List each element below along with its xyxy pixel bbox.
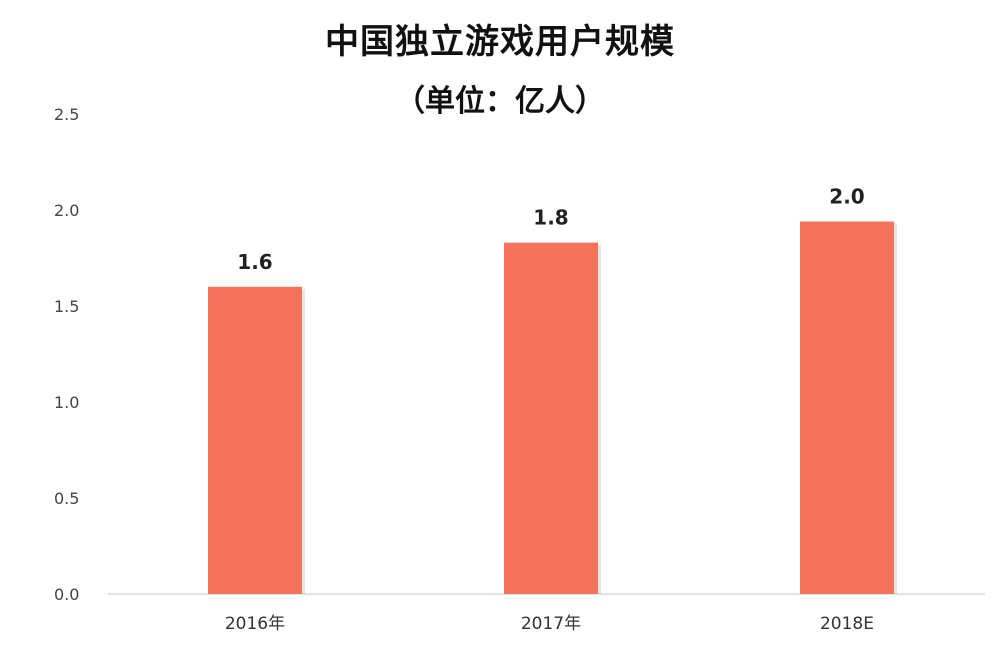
bars-group [208,221,897,594]
data-label-2: 1.8 [533,206,568,230]
x-category-label: 2018E [820,614,874,634]
y-tick-label: 2.5 [54,105,79,124]
x-axis: 2016年 2017年 2018E [225,614,874,634]
y-tick-label: 0.0 [54,585,79,604]
bar-1 [208,286,302,594]
x-category-label: 2016年 [225,614,285,634]
bar-2 [504,242,598,594]
y-axis: 0.0 0.5 1.0 1.5 2.0 2.5 [54,105,79,604]
chart-subtitle: （单位：亿人） [395,84,605,119]
y-tick-label: 1.5 [54,297,79,316]
x-category-label: 2017年 [521,614,581,634]
bar-3 [800,221,894,594]
y-tick-label: 0.5 [54,489,79,508]
y-tick-label: 2.0 [54,201,79,220]
chart-title: 中国独立游戏用户规模 [325,22,675,62]
data-label-3: 2.0 [829,185,864,209]
data-labels-group: 1.6 1.8 2.0 [237,185,864,274]
y-tick-label: 1.0 [54,393,79,412]
data-label-1: 1.6 [237,250,272,274]
